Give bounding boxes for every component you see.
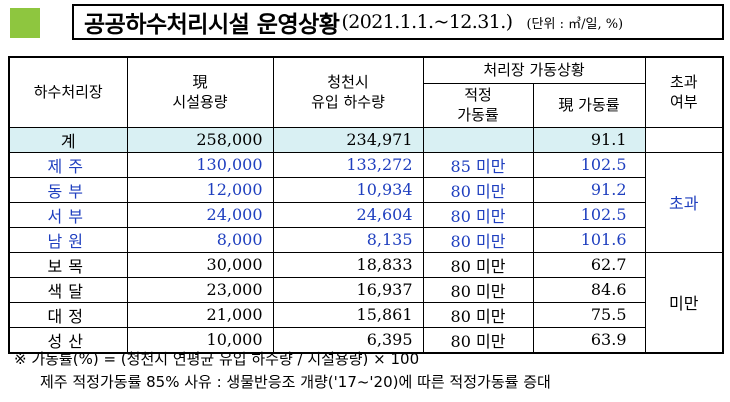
cell-current: 75.5 — [532, 301, 646, 328]
title-period: (2021.1.1.~12.31.) — [341, 11, 513, 33]
cell-proper — [422, 126, 534, 153]
cell-inflow: 18,833 — [272, 251, 424, 278]
header-exceed-line2: 여부 — [669, 93, 698, 112]
cell-proper: 80 미만 — [422, 176, 534, 203]
cell-inflow: 15,861 — [272, 301, 424, 328]
table-row: 동부 12,000 10,934 80 미만 91.2 — [8, 176, 723, 203]
header-inflow-line2: 유입 하수량 — [311, 93, 385, 112]
footnote-jeju-reason: 제주 적정가동률 85% 사유 : 생물반응조 개량('17~'20)에 따른 … — [40, 373, 551, 391]
cell-current: 101.6 — [532, 226, 646, 253]
header-operation-group: 처리장 가동상황 — [422, 56, 646, 84]
title-bar: 공공하수처리시설 운영상황 (2021.1.1.~12.31.) (단위 : ㎥… — [6, 2, 724, 42]
cell-current: 102.5 — [532, 151, 646, 178]
cell-capacity: 24,000 — [126, 201, 274, 228]
cell-capacity: 21,000 — [126, 301, 274, 328]
cell-name: 계 — [8, 126, 128, 153]
cell-proper: 80 미만 — [422, 301, 534, 328]
title-marker-square — [10, 8, 40, 38]
cell-current: 63.9 — [532, 326, 646, 353]
cell-name: 남원 — [8, 226, 128, 253]
table-row: 색달 23,000 16,937 80 미만 84.6 — [8, 276, 723, 303]
cell-name: 제주 — [8, 151, 128, 178]
cell-current: 91.1 — [532, 126, 646, 153]
title-box: 공공하수처리시설 운영상황 (2021.1.1.~12.31.) (단위 : ㎥… — [72, 4, 724, 40]
cell-proper: 80 미만 — [422, 201, 534, 228]
page-title: 공공하수처리시설 운영상황 — [84, 12, 340, 38]
footnotes: ※ 가동률(%) = (청천시 연평균 유입 하수량 / 시설용량) × 100… — [14, 348, 551, 394]
footnote-formula: ※ 가동률(%) = (청천시 연평균 유입 하수량 / 시설용량) × 100 — [14, 350, 420, 368]
cell-status-empty — [644, 126, 724, 153]
header-inflow: 청천시 유입 하수량 — [272, 56, 424, 128]
cell-inflow: 8,135 — [272, 226, 424, 253]
header-proper-line1: 적정 — [464, 86, 492, 104]
table-row: 서부 24,000 24,604 80 미만 102.5 — [8, 201, 723, 228]
cell-name: 보목 — [8, 251, 128, 278]
cell-capacity: 12,000 — [126, 176, 274, 203]
cell-inflow: 10,934 — [272, 176, 424, 203]
cell-name: 성산 — [8, 326, 128, 353]
header-capacity-line1: 現 — [192, 73, 208, 92]
header-capacity: 現 시설용량 — [126, 56, 274, 128]
header-capacity-line2: 시설용량 — [172, 93, 228, 112]
cell-inflow: 16,937 — [272, 276, 424, 303]
cell-inflow: 133,272 — [272, 151, 424, 178]
cell-inflow: 24,604 — [272, 201, 424, 228]
table-row: 성산 10,000 6,395 80 미만 63.9 — [8, 326, 723, 353]
cell-name: 대정 — [8, 301, 128, 328]
status-exceed: 초과 — [644, 151, 724, 253]
table-row: 남원 8,000 8,135 80 미만 101.6 — [8, 226, 723, 253]
cell-capacity: 23,000 — [126, 276, 274, 303]
header-proper: 적정 가동률 — [422, 82, 534, 128]
cell-proper: 85 미만 — [422, 151, 534, 178]
cell-current: 62.7 — [532, 251, 646, 278]
header-exceed-line1: 초과 — [669, 73, 698, 92]
cell-proper: 80 미만 — [422, 276, 534, 303]
table-row: 제주 130,000 133,272 85 미만 102.5 초과 — [8, 151, 724, 253]
title-unit: (단위 : ㎥/일, %) — [526, 16, 624, 32]
operations-table: 하수처리장 現 시설용량 청천시 유입 하수량 처리장 가동상황 초과 여부 적… — [8, 56, 724, 354]
header-plant: 하수처리장 — [8, 56, 128, 128]
table-row: 보목 30,000 18,833 80 미만 62.7 미만 — [8, 251, 724, 353]
cell-proper: 80 미만 — [422, 251, 534, 278]
table-row-total: 계 258,000 234,971 91.1 — [8, 126, 724, 153]
cell-proper: 80 미만 — [422, 226, 534, 253]
cell-proper: 80 미만 — [422, 326, 534, 353]
header-current: 現 가동률 — [532, 82, 646, 128]
cell-capacity: 258,000 — [126, 126, 274, 153]
header-proper-line2: 가동률 — [457, 106, 499, 124]
cell-name: 서부 — [8, 201, 128, 228]
cell-current: 102.5 — [532, 201, 646, 228]
cell-capacity: 10,000 — [126, 326, 274, 353]
header-inflow-line1: 청천시 — [327, 73, 369, 92]
cell-name: 동부 — [8, 176, 128, 203]
cell-capacity: 130,000 — [126, 151, 274, 178]
cell-name: 색달 — [8, 276, 128, 303]
header-exceed: 초과 여부 — [644, 56, 724, 128]
table-row: 대정 21,000 15,861 80 미만 75.5 — [8, 301, 723, 328]
cell-current: 91.2 — [532, 176, 646, 203]
cell-inflow: 234,971 — [272, 126, 424, 153]
cell-current: 84.6 — [532, 276, 646, 303]
cell-capacity: 30,000 — [126, 251, 274, 278]
status-below: 미만 — [644, 251, 724, 353]
cell-capacity: 8,000 — [126, 226, 274, 253]
